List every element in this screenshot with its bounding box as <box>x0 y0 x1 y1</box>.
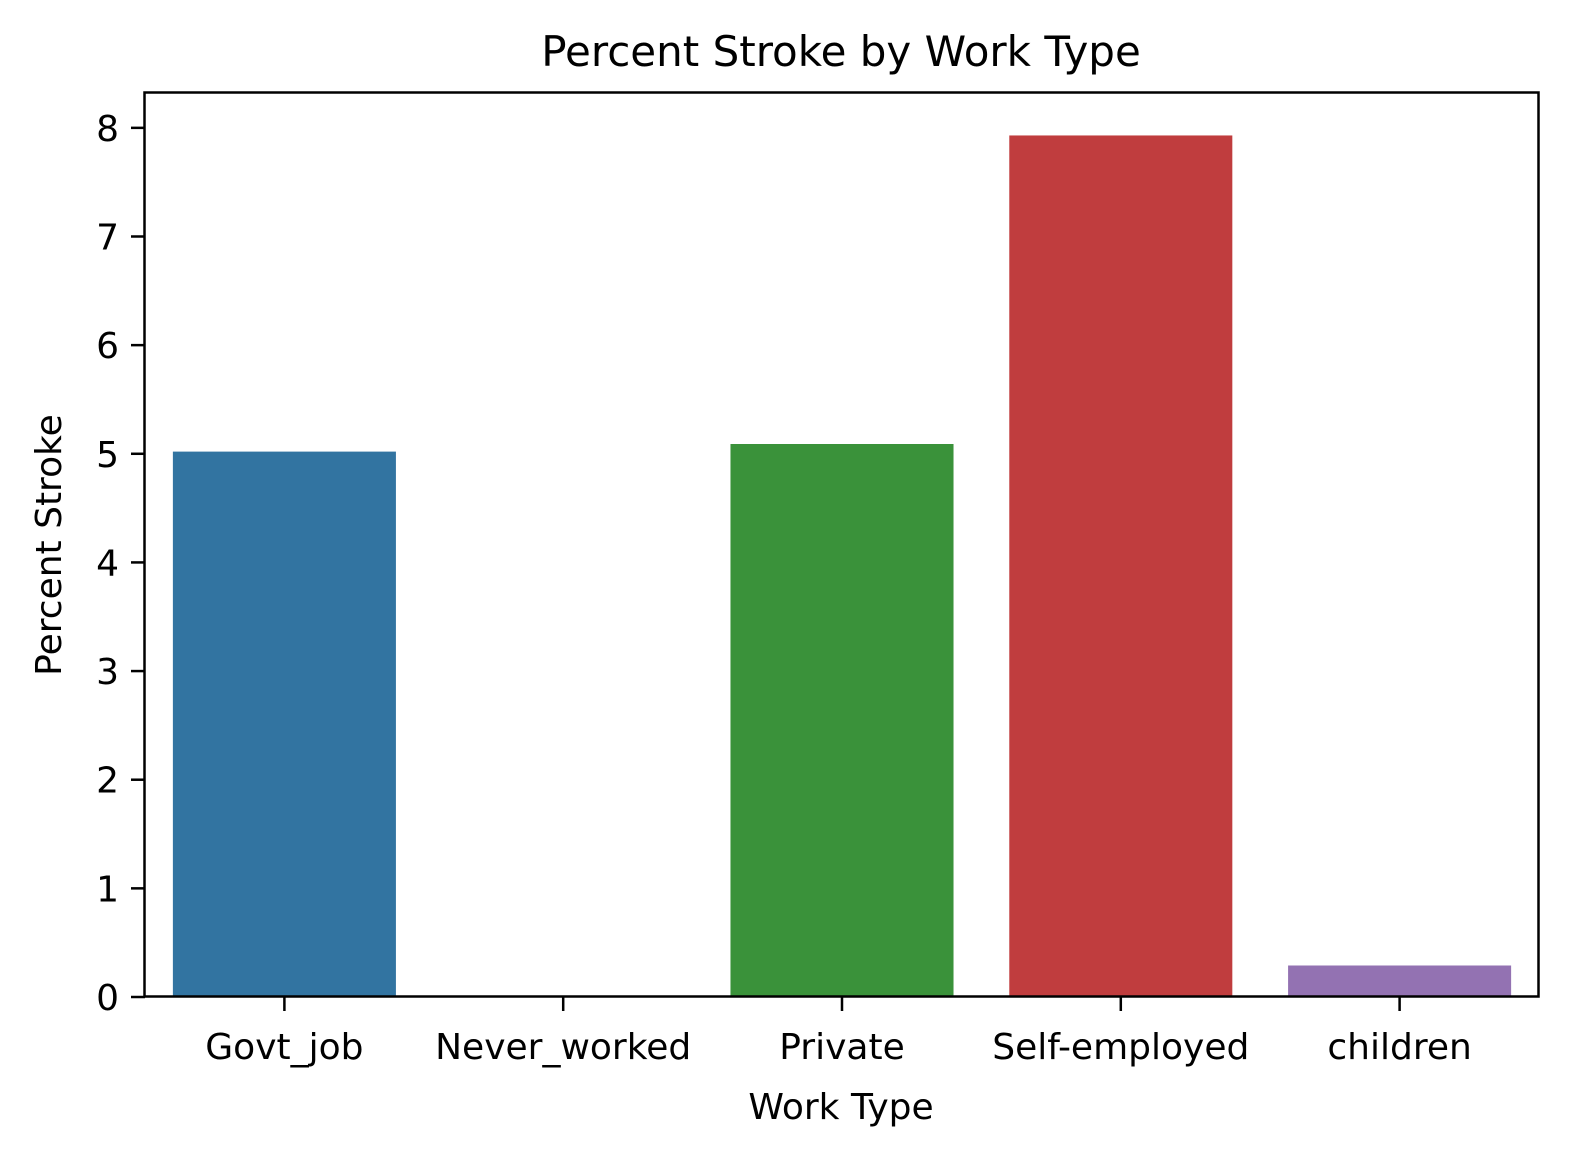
bar-govt-job <box>172 451 396 997</box>
bar-self-employed <box>1009 135 1233 997</box>
y-tick-label: 4 <box>96 543 119 584</box>
x-tick-label: Private <box>779 1027 905 1068</box>
y-tick-label: 2 <box>96 761 119 802</box>
y-tick-label: 3 <box>96 652 119 693</box>
y-tick-label: 1 <box>96 869 119 910</box>
x-axis-title: Work Type <box>748 1087 933 1128</box>
plot-frame <box>143 91 1540 998</box>
y-axis-title: Percent Stroke <box>29 414 70 676</box>
bar-children <box>1288 965 1512 997</box>
x-tick-label: children <box>1327 1027 1471 1068</box>
y-tick-label: 6 <box>96 326 119 367</box>
bars-group <box>172 135 1512 998</box>
y-tick-label: 7 <box>96 217 119 258</box>
y-axis: 0 1 2 3 4 5 6 7 8 <box>96 109 145 1019</box>
bar-private <box>730 444 954 998</box>
y-tick-label: 0 <box>96 978 119 1019</box>
x-axis: Govt_job Never_worked Private Self-employed… <box>205 997 1472 1068</box>
y-tick-label: 5 <box>96 435 119 476</box>
chart-title: Percent Stroke by Work Type <box>541 27 1141 76</box>
x-tick-label: Self-employed <box>992 1027 1249 1068</box>
x-tick-label: Never_worked <box>435 1027 691 1068</box>
x-tick-label: Govt_job <box>205 1027 363 1068</box>
y-tick-label: 8 <box>96 109 119 150</box>
